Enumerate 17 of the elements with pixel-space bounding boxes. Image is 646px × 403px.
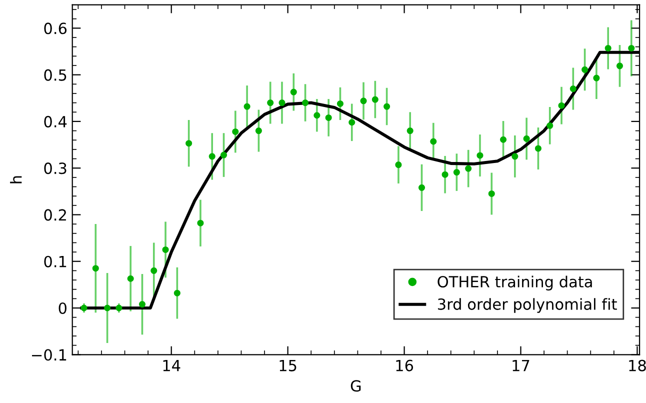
y-tick-label: 0.3 (44, 162, 66, 174)
legend-label: OTHER training data (438, 276, 592, 290)
x-tick-label: 15 (280, 360, 296, 372)
x-tick-label: 17 (512, 360, 530, 372)
legend-label: 3rd order polynomial fit (438, 298, 617, 313)
y-tick-label: 0.1 (44, 256, 66, 268)
y-tick-label: 0.6 (44, 22, 67, 34)
y-tick-label: −0.1 (32, 349, 66, 361)
y-tick-label: 0.2 (44, 209, 66, 221)
x-tick-label: 14 (163, 360, 180, 372)
y-tick-label: 0.4 (44, 116, 67, 128)
y-tick-label: 0 (58, 302, 66, 314)
y-axis-title: h (10, 176, 22, 184)
y-tick-label: 0.5 (44, 69, 66, 81)
x-tick-label: 18 (629, 360, 646, 372)
x-tick-label: 16 (396, 360, 414, 372)
x-axis-title: G (350, 380, 361, 392)
